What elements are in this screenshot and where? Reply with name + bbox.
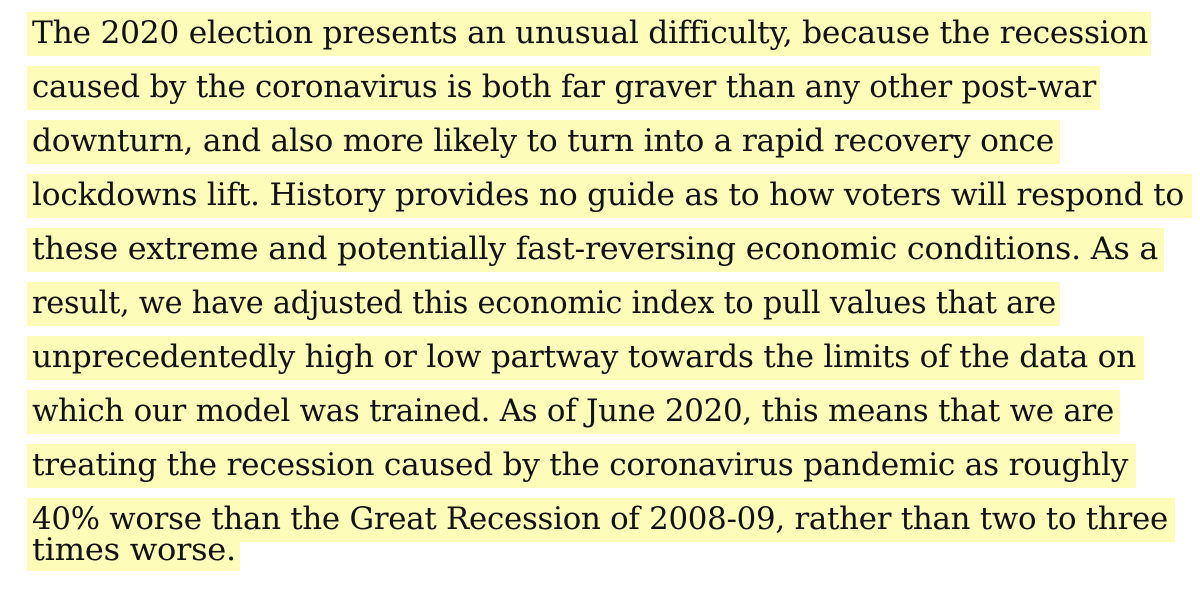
highlight-band bbox=[27, 120, 1060, 164]
highlight-band bbox=[27, 390, 1120, 434]
highlight-band bbox=[27, 66, 1100, 110]
line-text: The 2020 election presents an unusual di… bbox=[32, 16, 1148, 51]
line-text: times worse. bbox=[32, 533, 236, 568]
line-text: lockdowns lift. History provides no guid… bbox=[32, 178, 1185, 213]
line-text: 40% worse than the Great Recession of 20… bbox=[32, 502, 1168, 537]
line-text: these extreme and potentially fast-rever… bbox=[32, 232, 1159, 267]
line-text: treating the recession caused by the cor… bbox=[32, 448, 1129, 483]
highlight-band bbox=[27, 533, 240, 571]
highlight-band bbox=[27, 228, 1164, 272]
line-text: downturn, and also more likely to turn i… bbox=[32, 124, 1055, 159]
highlight-band bbox=[27, 12, 1151, 56]
highlight-band bbox=[27, 174, 1192, 218]
line-text: unprecedentedly high or low partway towa… bbox=[32, 340, 1137, 375]
highlight-band bbox=[27, 282, 1060, 326]
line-text: which our model was trained. As of June … bbox=[32, 394, 1114, 429]
highlight-band bbox=[27, 336, 1144, 380]
highlight-band bbox=[27, 444, 1136, 488]
line-text: caused by the coronavirus is both far gr… bbox=[32, 70, 1097, 105]
line-text: result, we have adjusted this economic i… bbox=[32, 286, 1057, 321]
